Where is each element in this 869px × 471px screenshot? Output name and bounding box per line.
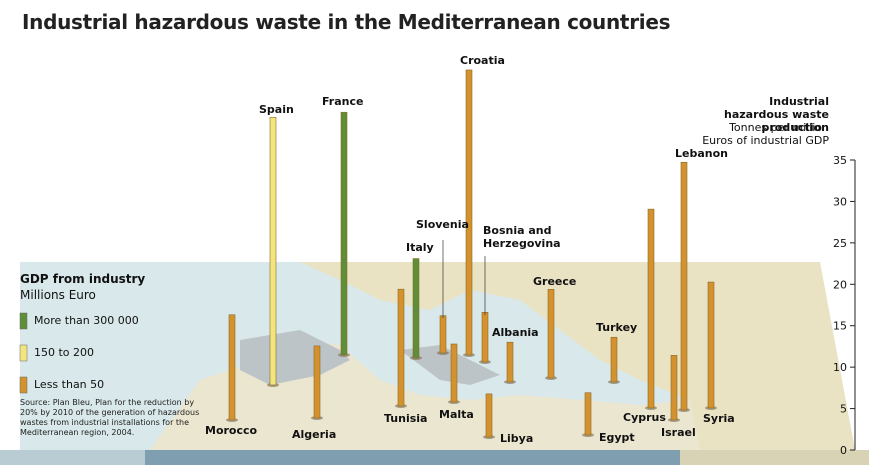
- axis-subtitle: Tonnes per million Euros of industrial G…: [702, 121, 829, 147]
- legend-subtitle: Millions Euro: [20, 288, 96, 302]
- country-label: Croatia: [460, 54, 505, 67]
- y-tick-label: 25: [833, 237, 847, 250]
- bar: [439, 315, 447, 354]
- axis-title: Industrial hazardous waste production: [724, 95, 829, 134]
- legend-label: 150 to 200: [34, 346, 95, 359]
- bar: [269, 117, 277, 386]
- country-label: Israel: [661, 426, 696, 439]
- y-tick-label: 0: [840, 444, 847, 457]
- y-tick-label: 10: [833, 361, 847, 374]
- bar: [707, 281, 715, 409]
- chart-title: Industrial hazardous waste in the Medite…: [22, 10, 671, 34]
- y-tick-label: 15: [833, 320, 847, 333]
- country-label: Slovenia: [416, 218, 469, 231]
- bar: [313, 345, 321, 419]
- strip: [145, 450, 680, 465]
- country-label: Turkey: [596, 321, 638, 334]
- y-tick-label: 20: [833, 278, 847, 291]
- country-label: Egypt: [599, 431, 635, 444]
- legend-title: GDP from industry: [20, 272, 146, 286]
- country-label: Lebanon: [675, 147, 728, 160]
- y-tick-label: 30: [833, 195, 847, 208]
- strip: [0, 450, 145, 465]
- legend-swatch: [19, 344, 28, 362]
- legend-label: More than 300 000: [34, 314, 139, 327]
- bar: [670, 355, 678, 421]
- country-label: Bosnia and Herzegovina: [483, 224, 561, 250]
- country-label: Syria: [703, 412, 735, 425]
- bar: [397, 288, 405, 407]
- bar: [610, 336, 618, 383]
- bar: [450, 343, 458, 403]
- bar: [481, 311, 489, 363]
- country-label: France: [322, 95, 364, 108]
- legend-swatch: [19, 376, 28, 394]
- iberia: [240, 330, 350, 385]
- bar: [465, 69, 473, 356]
- country-label: Spain: [259, 103, 294, 116]
- country-label: Albania: [492, 326, 539, 339]
- y-tick-label: 35: [833, 154, 847, 167]
- country-label: Italy: [406, 241, 434, 254]
- y-tick-label: 5: [840, 403, 847, 416]
- bar: [647, 208, 655, 409]
- country-label: Morocco: [205, 424, 258, 437]
- italy-balkans: [400, 345, 500, 385]
- bar: [228, 314, 236, 421]
- country-label: Tunisia: [384, 412, 428, 425]
- legend-label: Less than 50: [34, 378, 105, 391]
- europe-land: [300, 262, 855, 450]
- legend-swatch: [19, 312, 28, 330]
- country-label: Algeria: [292, 428, 337, 441]
- source: Source: Plan Bleu, Plan for the reductio…: [20, 398, 200, 437]
- strip: [680, 450, 869, 465]
- country-label: Greece: [533, 275, 577, 288]
- bar: [584, 392, 592, 436]
- bar: [680, 161, 688, 411]
- bar: [506, 341, 514, 383]
- bar: [340, 111, 348, 356]
- country-label: Libya: [500, 432, 534, 445]
- country-label: Malta: [439, 408, 474, 421]
- bar: [485, 393, 493, 438]
- bar: [412, 258, 420, 359]
- bar: [547, 289, 555, 379]
- country-label: Cyprus: [623, 411, 666, 424]
